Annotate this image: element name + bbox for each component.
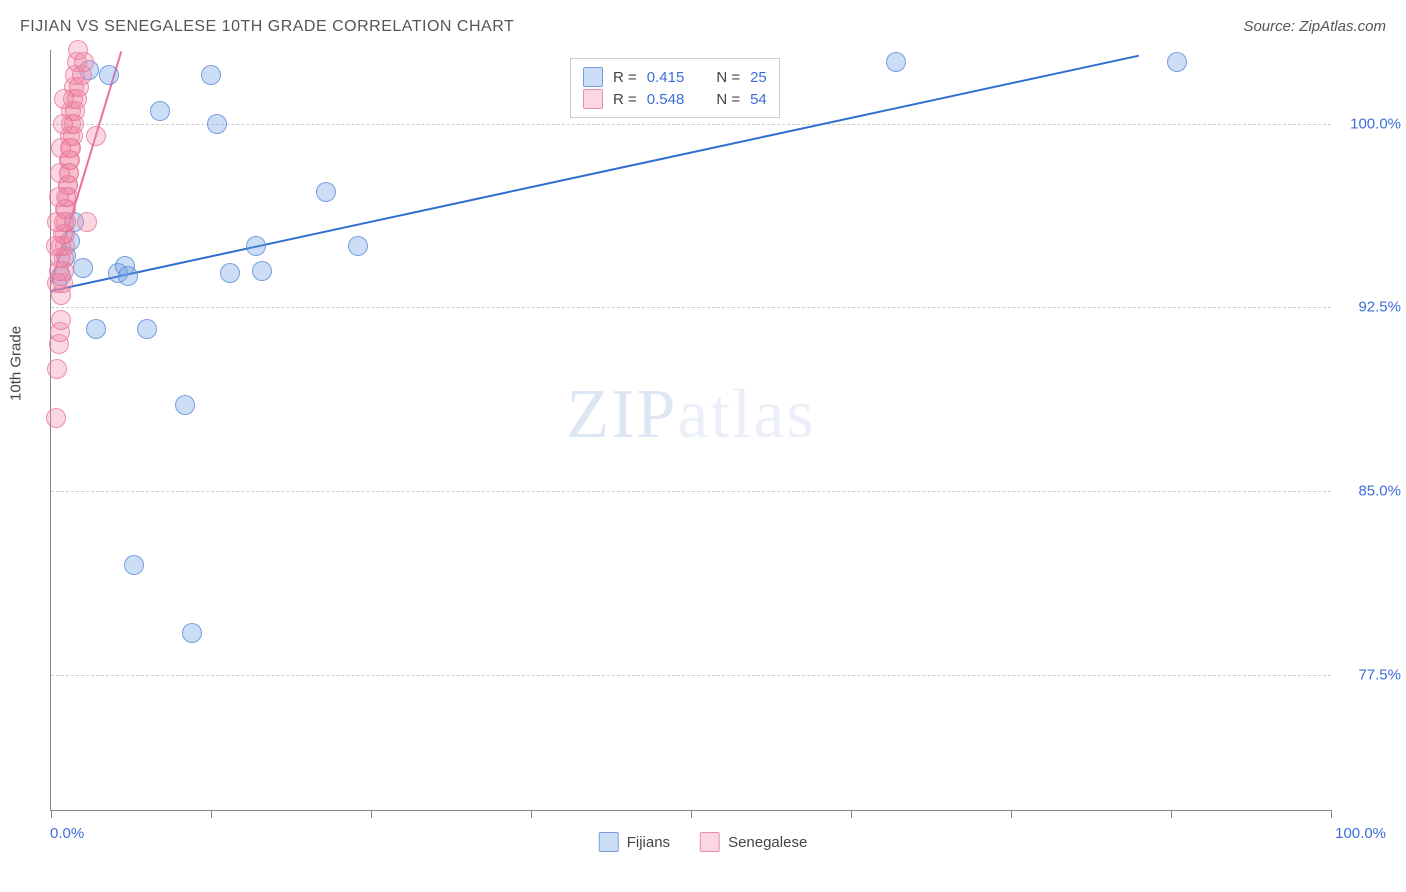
data-point (73, 258, 93, 278)
data-point (46, 236, 66, 256)
legend-r-label: R = (613, 91, 637, 108)
legend-swatch (583, 89, 603, 109)
legend-r-value: 0.548 (647, 91, 685, 108)
grid-line (51, 124, 1331, 125)
data-point (316, 182, 336, 202)
data-point (74, 52, 94, 72)
x-tick (1331, 810, 1332, 818)
data-point (246, 236, 266, 256)
data-point (49, 187, 69, 207)
source-attribution: Source: ZipAtlas.com (1243, 18, 1386, 35)
chart-container: FIJIAN VS SENEGALESE 10TH GRADE CORRELAT… (0, 0, 1406, 892)
legend-n-label: N = (716, 91, 740, 108)
x-tick (531, 810, 532, 818)
data-point (54, 89, 74, 109)
data-point (207, 114, 227, 134)
data-point (99, 65, 119, 85)
x-tick (51, 810, 52, 818)
x-tick (1011, 810, 1012, 818)
data-point (886, 52, 906, 72)
legend-swatch (583, 67, 603, 87)
data-point (201, 65, 221, 85)
x-axis-max-label: 100.0% (1335, 825, 1386, 842)
data-point (47, 212, 67, 232)
data-point (182, 623, 202, 643)
data-point (348, 236, 368, 256)
data-point (46, 408, 66, 428)
x-tick (851, 810, 852, 818)
x-axis-min-label: 0.0% (50, 825, 84, 842)
legend-row: R = 0.415 N = 25 (583, 67, 767, 87)
data-point (51, 138, 71, 158)
legend-item-senegalese: Senegalese (700, 832, 807, 852)
legend-row: R = 0.548 N = 54 (583, 89, 767, 109)
watermark: ZIPatlas (566, 375, 815, 455)
grid-line (51, 491, 1331, 492)
data-point (220, 263, 240, 283)
data-point (86, 319, 106, 339)
data-point (77, 212, 97, 232)
data-point (1167, 52, 1187, 72)
data-point (118, 266, 138, 286)
legend-swatch (700, 832, 720, 852)
x-tick (211, 810, 212, 818)
legend-n-value: 54 (750, 91, 767, 108)
grid-line (51, 675, 1331, 676)
x-tick (371, 810, 372, 818)
data-point (51, 310, 71, 330)
legend-item-fijians: Fijians (599, 832, 670, 852)
legend-label: Senegalese (728, 834, 807, 851)
legend-r-value: 0.415 (647, 69, 685, 86)
y-tick-label: 85.0% (1341, 483, 1401, 500)
legend-n-value: 25 (750, 69, 767, 86)
data-point (150, 101, 170, 121)
legend-swatch (599, 832, 619, 852)
grid-line (51, 307, 1331, 308)
data-point (124, 555, 144, 575)
data-point (175, 395, 195, 415)
data-point (50, 163, 70, 183)
data-point (86, 126, 106, 146)
chart-title: FIJIAN VS SENEGALESE 10TH GRADE CORRELAT… (20, 18, 514, 36)
legend-r-label: R = (613, 69, 637, 86)
series-legend: Fijians Senegalese (599, 832, 808, 852)
data-point (47, 359, 67, 379)
y-tick-label: 77.5% (1341, 667, 1401, 684)
y-tick-label: 92.5% (1341, 299, 1401, 316)
data-point (252, 261, 272, 281)
y-axis-title: 10th Grade (8, 326, 25, 401)
correlation-legend: R = 0.415 N = 25 R = 0.548 N = 54 (570, 58, 780, 118)
legend-n-label: N = (716, 69, 740, 86)
legend-label: Fijians (627, 834, 670, 851)
data-point (137, 319, 157, 339)
x-tick (1171, 810, 1172, 818)
data-point (53, 114, 73, 134)
x-tick (691, 810, 692, 818)
plot-area: ZIPatlas 100.0%92.5%85.0%77.5% (50, 50, 1331, 811)
y-tick-label: 100.0% (1341, 115, 1401, 132)
